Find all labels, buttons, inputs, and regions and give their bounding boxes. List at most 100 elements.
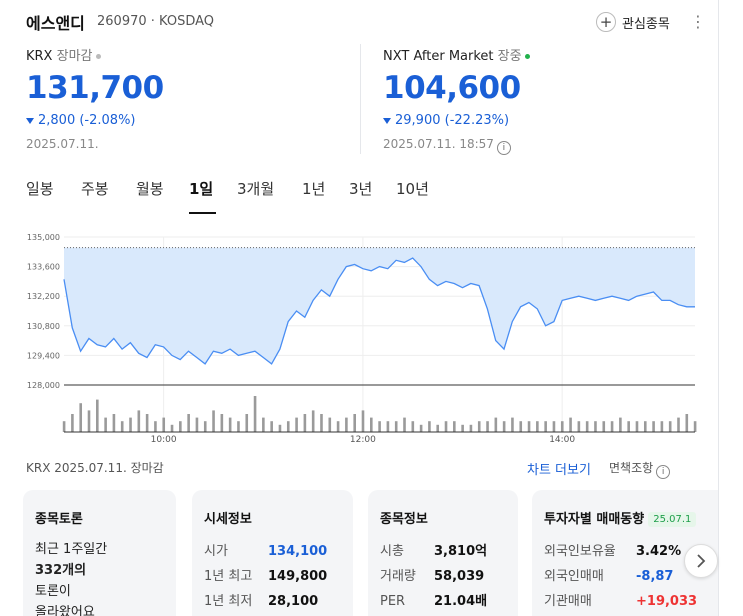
- discussion-card[interactable]: 종목토론 최근 1주일간 332개의 토론이 올라왔어요: [23, 490, 176, 616]
- y-tick-label: 132,200: [27, 292, 60, 301]
- volume-label: 거래량: [380, 569, 416, 584]
- price-panel-divider: [360, 44, 361, 154]
- tab-10years[interactable]: 10년: [396, 180, 429, 198]
- stock-row-mktcap: 시총 3,810억: [380, 539, 506, 564]
- volume-bar: [286, 421, 290, 432]
- volume-bar: [394, 421, 398, 432]
- nxt-price: 104,600: [383, 70, 521, 106]
- tab-3years[interactable]: 3년: [349, 180, 373, 198]
- add-favorite-label: 관심종목: [622, 16, 670, 32]
- volume-bar: [195, 417, 199, 432]
- institution-trade-label: 기관매매: [544, 594, 592, 609]
- volume-bar: [245, 414, 249, 432]
- quote-low-value: 28,100: [268, 594, 319, 609]
- nxt-change-value: 29,900: [395, 113, 441, 128]
- stock-row-volume: 거래량 58,039: [380, 564, 506, 589]
- volume-bar: [212, 410, 215, 432]
- volume-bar: [469, 424, 473, 432]
- krx-market-name: KRX: [26, 49, 53, 64]
- intraday-price-chart[interactable]: 135,000 133,600 132,200 130,800 129,400 128,0…: [20, 228, 700, 448]
- volume-bar: [511, 417, 514, 432]
- volume-bar: [270, 421, 273, 432]
- volume-bar: [527, 421, 531, 432]
- down-triangle-icon: [26, 117, 34, 124]
- volume-bar: [635, 421, 639, 432]
- discussion-line-3: 토론이: [35, 584, 71, 599]
- chart-more-link[interactable]: 차트 더보기: [527, 463, 591, 478]
- tab-1day[interactable]: 1일: [189, 180, 214, 198]
- volume-bar: [137, 410, 141, 432]
- volume-bar: [336, 421, 340, 432]
- volume-bar: [652, 421, 655, 432]
- investor-trend-title: 투자자별 매매동향: [544, 512, 645, 527]
- more-vertical-icon[interactable]: ⋮: [690, 12, 706, 31]
- add-favorite-button[interactable]: + 관심종목: [596, 10, 670, 34]
- foreign-ratio-label: 외국인보유율: [544, 544, 616, 559]
- investor-date-badge: 25.07.1: [648, 512, 697, 527]
- volume-bar: [203, 421, 207, 432]
- tab-1year[interactable]: 1년: [302, 180, 326, 198]
- next-card-button[interactable]: [684, 544, 718, 578]
- nxt-market-label: NXT After Market 장중: [383, 45, 530, 64]
- volume-bar: [62, 421, 66, 432]
- nxt-date-text: 2025.07.11. 18:57: [383, 137, 494, 151]
- quote-row-open: 시가 134,100: [204, 539, 341, 564]
- panel-right-border: [718, 0, 719, 616]
- volume-bar: [253, 396, 257, 432]
- down-triangle-icon: [383, 117, 391, 124]
- volume-bar: [677, 417, 680, 432]
- volume-bar: [179, 421, 182, 432]
- volume-bar: [585, 421, 589, 432]
- volume-bar: [444, 421, 448, 432]
- volume-bar: [328, 417, 332, 432]
- mktcap-value: 3,810억: [434, 544, 488, 559]
- volume-bar: [220, 414, 224, 432]
- stock-info-card[interactable]: 종목정보 시총 3,810억 거래량 58,039 PER 21.04배: [368, 490, 518, 616]
- volume-bar: [378, 421, 381, 432]
- institution-trade-value: +19,033: [636, 594, 698, 609]
- volume-bar: [187, 414, 190, 432]
- price-area-fill: [64, 247, 695, 364]
- krx-status: 장마감: [56, 49, 93, 64]
- discussion-line-2: 332개의: [35, 563, 87, 578]
- volume-bar: [303, 414, 307, 432]
- volume-bar: [552, 421, 556, 432]
- per-value: 21.04배: [434, 594, 488, 609]
- krx-market-label: KRX 장마감: [26, 45, 101, 64]
- volume-value: 58,039: [434, 569, 485, 584]
- y-tick-label: 129,400: [27, 351, 60, 360]
- volume-bar: [577, 421, 581, 432]
- quote-high-value: 149,800: [268, 569, 328, 584]
- info-icon[interactable]: i: [496, 141, 511, 155]
- volume-bar: [104, 417, 107, 432]
- disclaimer-link[interactable]: 면책조항 i: [609, 459, 671, 479]
- krx-change-value: 2,800: [38, 113, 76, 128]
- active-tab-underline: [189, 212, 216, 214]
- volume-bar: [386, 421, 390, 432]
- quote-high-label: 1년 최고: [204, 569, 253, 584]
- foreign-trade-value: -8,87: [636, 569, 674, 584]
- volume-bar: [544, 421, 547, 432]
- volume-bar: [453, 421, 456, 432]
- volume-bar: [569, 417, 572, 432]
- tab-daily[interactable]: 일봉: [26, 180, 54, 198]
- y-tick-label: 135,000: [27, 233, 60, 242]
- foreign-ratio-value: 3.42%: [636, 544, 682, 559]
- volume-bar: [643, 421, 647, 432]
- krx-change: 2,800 (-2.08%): [26, 113, 136, 128]
- volume-bar: [170, 424, 174, 432]
- y-tick-label: 130,800: [27, 322, 60, 331]
- volume-bar: [411, 421, 415, 432]
- tab-3months[interactable]: 3개월: [237, 180, 275, 198]
- volume-bar: [486, 421, 489, 432]
- quote-info-card[interactable]: 시세정보 시가 134,100 1년 최고 149,800 1년 최저 28,100: [192, 490, 353, 616]
- volume-bar: [145, 414, 149, 432]
- stock-name: 에스앤디: [26, 14, 85, 33]
- volume-bar: [436, 424, 440, 432]
- volume-bar: [660, 421, 664, 432]
- volume-bar: [237, 421, 240, 432]
- nxt-change-percent: (-22.23%): [444, 113, 510, 128]
- tab-weekly[interactable]: 주봉: [81, 180, 109, 198]
- tab-monthly[interactable]: 월봉: [136, 180, 164, 198]
- nxt-status: 장중: [497, 49, 522, 64]
